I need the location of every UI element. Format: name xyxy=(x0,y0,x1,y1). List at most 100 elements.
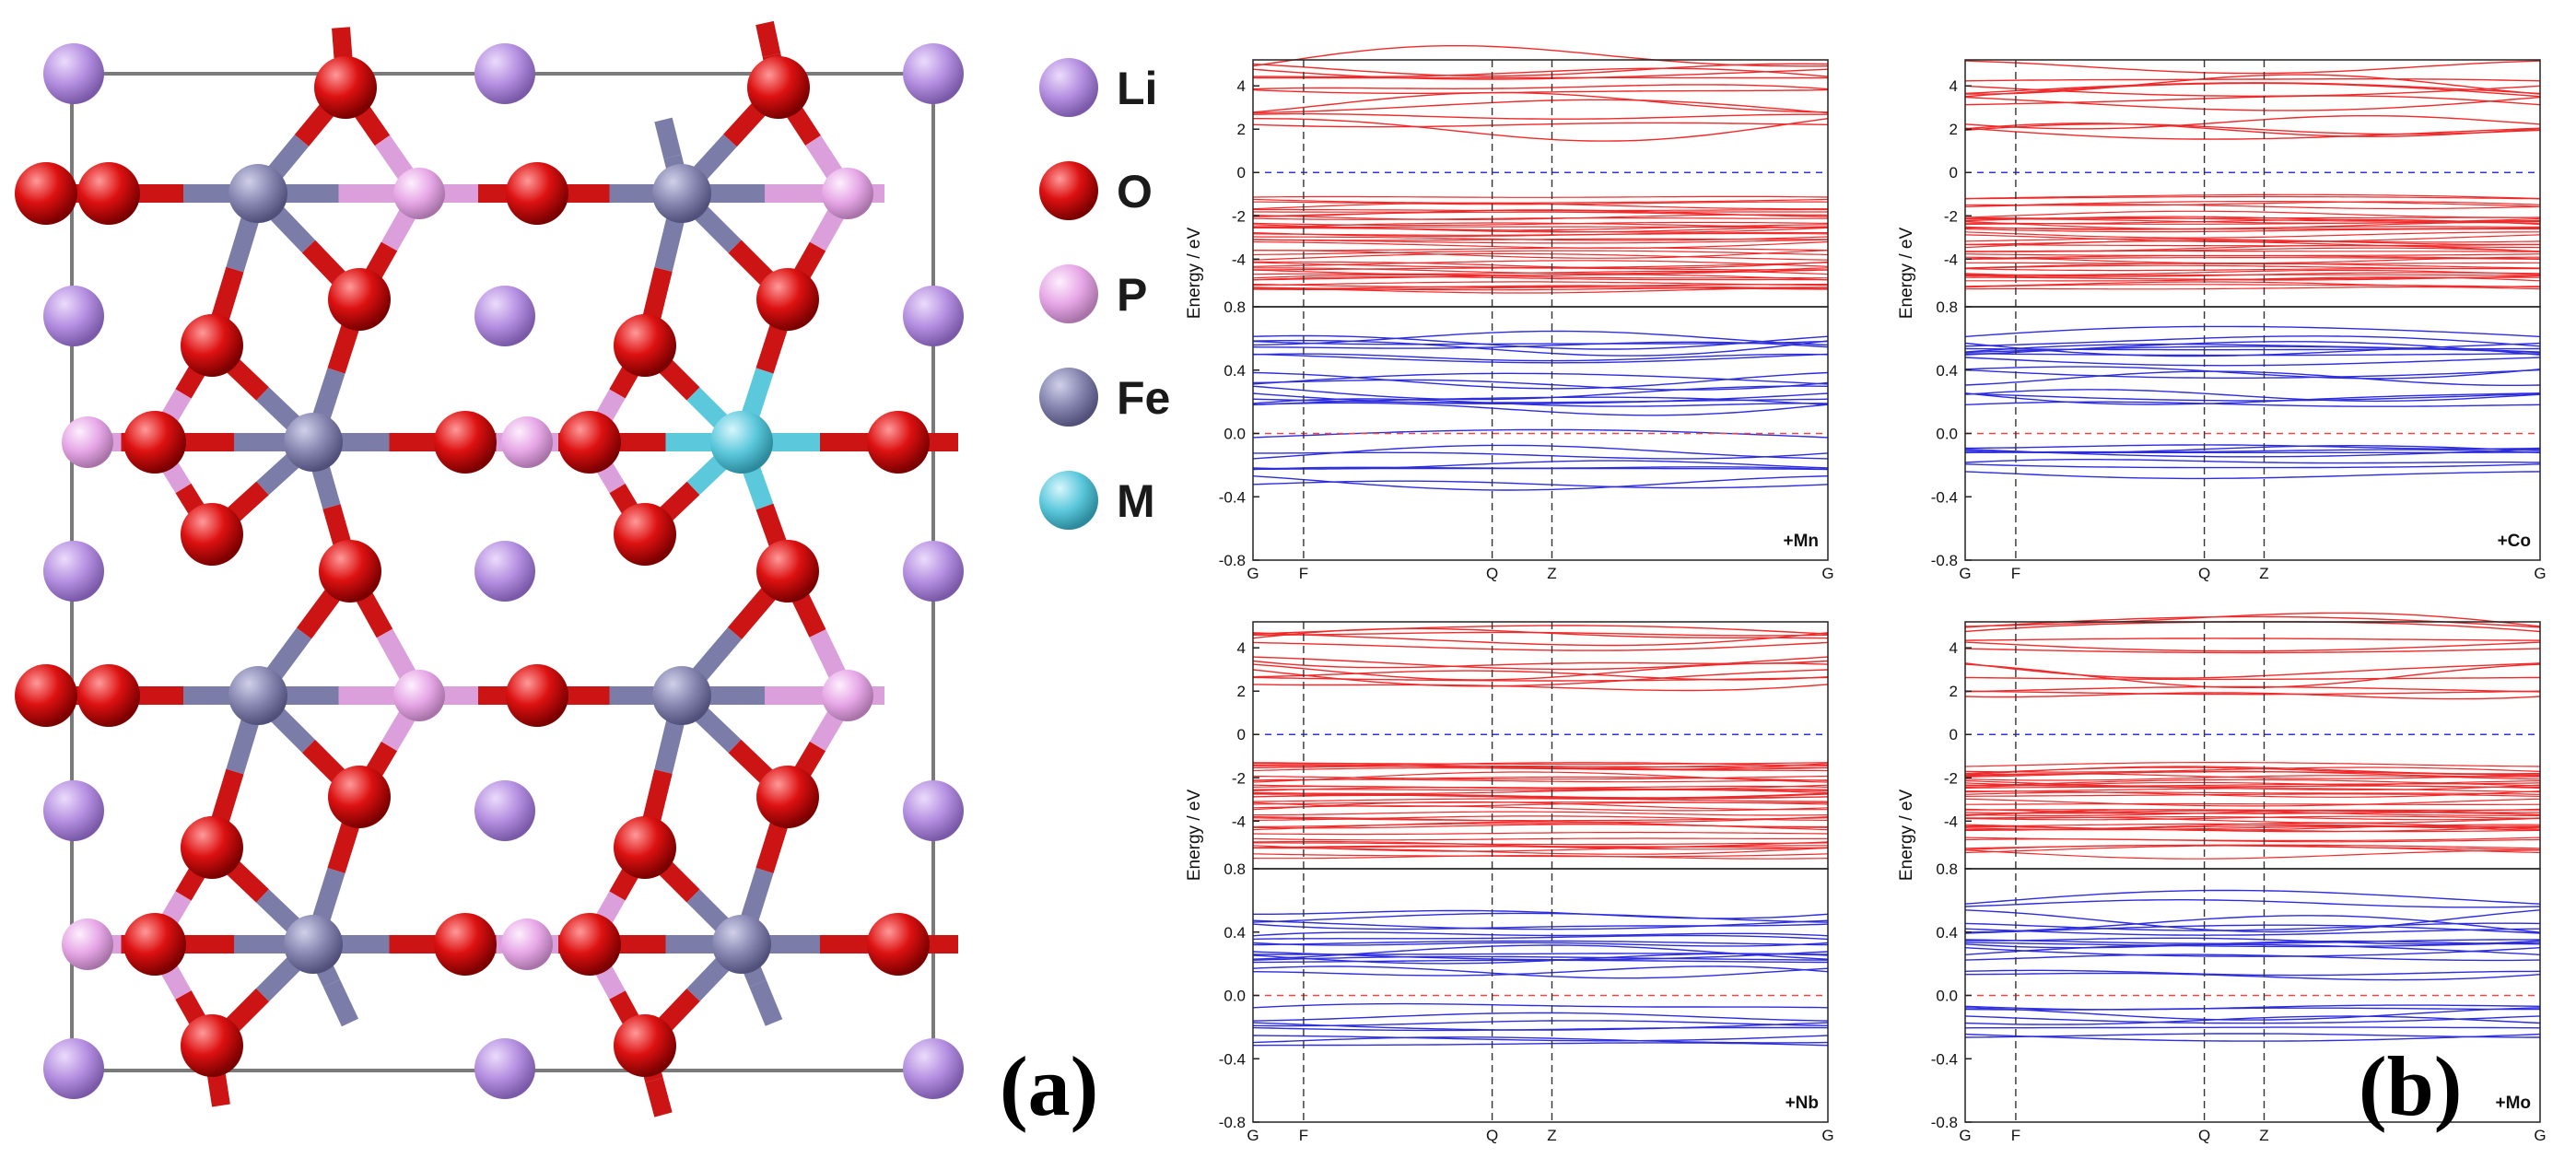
kpoint-label: Q xyxy=(2198,565,2210,582)
atom-li xyxy=(474,780,535,841)
atom-li xyxy=(43,286,104,346)
band-line xyxy=(1253,287,1829,294)
band-line xyxy=(1252,214,1829,220)
band-line xyxy=(1964,940,2541,949)
band-line xyxy=(1964,78,2541,82)
atom-o xyxy=(434,411,497,474)
band-line xyxy=(1252,195,1829,198)
y-tick-label: 0.0 xyxy=(1224,988,1246,1005)
legend-label-fe: Fe xyxy=(1117,372,1170,424)
y-tick-label: -4 xyxy=(1944,813,1958,830)
band-line xyxy=(1253,226,1829,233)
band-line xyxy=(1964,889,2541,905)
y-tick-label: 2 xyxy=(1237,121,1246,138)
band-line xyxy=(1252,944,1829,960)
y-tick-label: 0.4 xyxy=(1224,924,1246,942)
band-line xyxy=(1253,842,1829,846)
band-line xyxy=(1252,283,1829,287)
band-line xyxy=(1964,253,2541,257)
band-line xyxy=(1252,821,1829,831)
band-line xyxy=(1252,632,1829,647)
band-line xyxy=(1964,815,2541,821)
dopant-label: +Nb xyxy=(1786,1094,1819,1113)
band-line xyxy=(1965,972,2541,981)
band-line xyxy=(1252,122,1829,128)
y-tick-label: 2 xyxy=(1950,683,1958,700)
band-line xyxy=(1252,1035,1829,1042)
band-line xyxy=(1252,392,1829,404)
atom-li xyxy=(903,541,964,602)
band-line xyxy=(1964,1033,2540,1038)
band-line xyxy=(1964,638,2541,641)
band-line xyxy=(1252,1036,1829,1044)
y-tick-label: -2 xyxy=(1944,769,1958,787)
atom-li xyxy=(474,1038,535,1099)
band-line xyxy=(1253,909,1829,919)
bond xyxy=(645,1077,673,1117)
band-line xyxy=(1965,222,2541,225)
band-line xyxy=(1252,84,1829,90)
band-line xyxy=(1964,264,2540,269)
atom-li xyxy=(43,43,104,104)
atom-fe xyxy=(652,164,711,223)
band-line xyxy=(1252,1020,1829,1027)
band-line xyxy=(1964,1004,2541,1011)
band-line xyxy=(1964,690,2541,696)
band-line xyxy=(1964,96,2541,111)
band-line xyxy=(1964,766,2540,776)
atom-o xyxy=(328,766,391,828)
kpoint-label: G xyxy=(1821,1127,1833,1144)
band-line xyxy=(1252,402,1829,416)
y-tick-label: 0 xyxy=(1237,726,1246,743)
band-line xyxy=(1964,825,2541,831)
band-line xyxy=(1964,389,2541,403)
band-line xyxy=(1252,340,1829,345)
y-tick-label: 2 xyxy=(1950,121,1958,138)
band-line xyxy=(1252,815,1829,821)
atom-fe xyxy=(284,413,343,472)
band-line xyxy=(1252,1012,1829,1022)
bond xyxy=(207,1073,230,1107)
y-tick-label: 0.8 xyxy=(1936,860,1958,878)
y-tick-label: 0.4 xyxy=(1936,362,1958,380)
atom-li xyxy=(474,286,535,346)
band-line xyxy=(1252,444,1829,460)
band-line xyxy=(1252,99,1829,114)
band-line xyxy=(1964,210,2541,218)
atom-o xyxy=(558,913,621,976)
kpoint-label: F xyxy=(1299,1127,1308,1144)
band-line xyxy=(1252,805,1829,812)
band-line xyxy=(1252,940,1829,946)
band-line xyxy=(1965,353,2540,357)
band-line xyxy=(1252,88,1829,94)
y-axis-label: Energy / eV xyxy=(1897,228,1916,320)
bond xyxy=(755,20,781,58)
band-line xyxy=(1964,947,2541,957)
band-line xyxy=(1965,790,2541,798)
y-tick-label: -0.8 xyxy=(1931,1114,1958,1131)
legend-label-m: M xyxy=(1117,475,1155,527)
band-line xyxy=(1252,91,1829,113)
band-line xyxy=(1964,641,2541,652)
atom-o xyxy=(314,56,377,119)
band-line xyxy=(1964,849,2541,860)
band-line xyxy=(1964,1015,2541,1025)
atom-o xyxy=(181,314,243,377)
band-line xyxy=(1964,788,2541,793)
band-line xyxy=(1252,931,1829,937)
y-tick-label: 4 xyxy=(1237,77,1246,95)
upper-axes-frame xyxy=(1252,621,1829,870)
atom-o xyxy=(756,766,819,828)
atom-o xyxy=(756,540,819,603)
band-line xyxy=(1252,942,1829,947)
band-line xyxy=(1964,272,2541,277)
kpoint-label: G xyxy=(2534,1127,2546,1144)
band-line xyxy=(1252,798,1829,802)
band-line xyxy=(1964,60,2541,75)
band-line xyxy=(1964,82,2541,98)
band-line xyxy=(1964,366,2541,380)
band-line xyxy=(1252,955,1829,961)
atom-o xyxy=(614,503,676,566)
